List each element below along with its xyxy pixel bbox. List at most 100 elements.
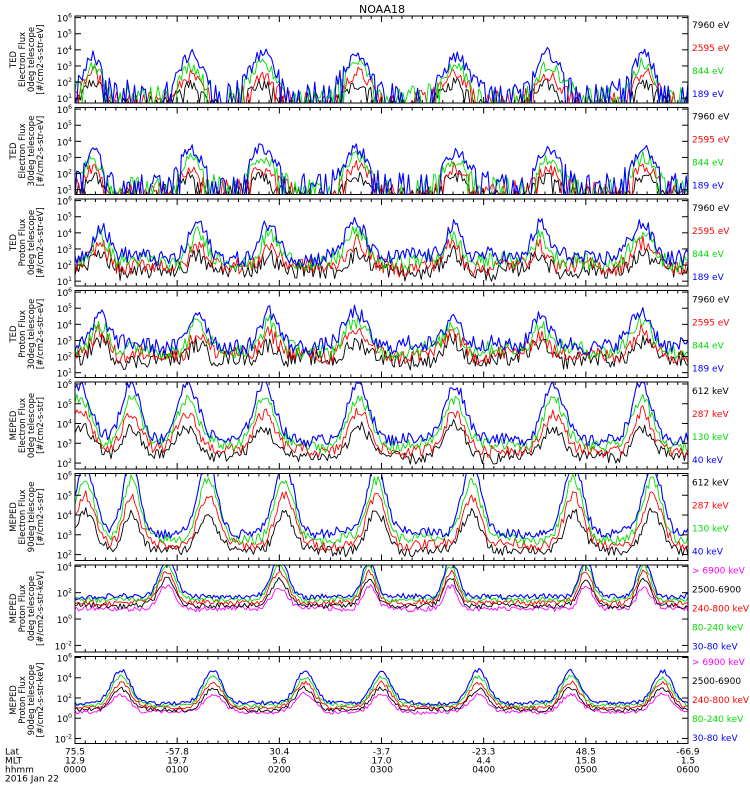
legend-entry: 844 eV <box>692 159 725 169</box>
legend-entry: 240-800 keV <box>692 696 750 706</box>
x-axis-row-label: MLT <box>5 757 23 767</box>
panel-5: 102 103 104 105 106 MEPEDElectron Flux0deg te… <box>9 379 729 470</box>
legend-entry: 2595 eV <box>692 227 730 237</box>
x-tick-label-lat: -66.9 <box>676 748 700 758</box>
legend-entry: 287 keV <box>692 410 729 420</box>
legend-entry: > 6900 keV <box>692 658 746 668</box>
y-tick-label: 104 <box>57 228 72 240</box>
legend-entry: 7960 eV <box>692 21 730 31</box>
legend-entry: 2595 eV <box>692 44 730 54</box>
y-tick-label: 104 <box>57 561 72 573</box>
y-tick-label: 104 <box>57 136 72 148</box>
series-line-3 <box>74 57 689 104</box>
y-tick-label: 10-2 <box>55 733 73 745</box>
y-tick-label: 106 <box>57 470 72 482</box>
y-tick-label: 105 <box>57 212 72 224</box>
panel-frame <box>74 107 689 195</box>
series-line-4 <box>74 381 689 448</box>
legend-entry: > 6900 keV <box>692 567 746 577</box>
legend-entry: 40 keV <box>692 456 724 466</box>
x-tick-label-hhmm: 0400 <box>472 766 495 776</box>
x-axis-row-label: Lat <box>5 748 20 758</box>
y-tick-label: 102 <box>57 169 72 181</box>
legend-entry: 189 eV <box>692 273 725 283</box>
x-tick-label-mlt: 4.4 <box>477 757 492 767</box>
legend-entry: 80-240 keV <box>692 715 744 725</box>
panel-frame <box>74 656 689 744</box>
series-line-2 <box>74 405 689 459</box>
panel-6: 102 103 104 105 106 MEPEDElectron Flux90deg t… <box>9 470 729 561</box>
series-line-4 <box>74 304 689 356</box>
y-tick-label: 102 <box>57 588 72 600</box>
panel-1: 101 102 103 104 105 106 TEDElectron Flux0deg t… <box>9 13 730 106</box>
legend-entry: 30-80 keV <box>692 643 738 653</box>
y-tick-label: 104 <box>57 510 72 522</box>
y-tick-label: 105 <box>57 29 72 41</box>
y-tick-label: 106 <box>57 653 72 665</box>
x-axis-row-label: hhmm <box>5 766 34 776</box>
y-tick-label: 105 <box>57 399 72 411</box>
y-tick-label: 101 <box>57 185 72 197</box>
x-tick-label-mlt: 19.7 <box>167 757 187 767</box>
series-line-1 <box>74 691 689 716</box>
legend-entry: 240-800 keV <box>692 605 750 615</box>
x-tick-label-mlt: 12.9 <box>65 757 85 767</box>
y-tick-label: 103 <box>57 530 72 542</box>
legend-entry: 844 eV <box>692 250 725 260</box>
legend-entry: 844 eV <box>692 67 725 77</box>
series-line-1 <box>74 419 689 465</box>
y-axis-title: MEPEDElectron Flux0deg telescope[#/cm2-s… <box>9 393 46 458</box>
y-tick-label: 101 <box>57 93 72 105</box>
y-tick-label: 103 <box>57 152 72 164</box>
series-line-3 <box>74 680 689 711</box>
y-tick-label: 103 <box>57 61 72 73</box>
y-tick-label: 106 <box>57 379 72 391</box>
x-tick-label-hhmm: 0300 <box>370 766 393 776</box>
panel-2: 101 102 103 104 105 106 TEDElectron Flux30deg … <box>9 104 730 197</box>
legend-entry: 2595 eV <box>692 319 730 329</box>
x-tick-label-hhmm: 0600 <box>677 766 700 776</box>
x-tick-label-hhmm: 0000 <box>64 766 87 776</box>
y-axis-title: TEDProton Flux30deg telescope[#/cm2-s-st… <box>9 299 46 370</box>
panel-frame <box>74 473 689 561</box>
x-axis-row-label: 2016 Jan 22 <box>5 775 59 785</box>
x-tick-label-lat: -57.8 <box>166 748 190 758</box>
y-axis-title: MEPEDProton Flux90deg telescope[#/cm2-s-… <box>9 663 46 738</box>
y-tick-label: 105 <box>57 303 72 315</box>
y-tick-label: 10-2 <box>55 640 73 652</box>
y-tick-label: 103 <box>57 438 72 450</box>
legend-entry: 612 keV <box>692 387 729 397</box>
x-tick-label-hhmm: 0100 <box>166 766 189 776</box>
panel-frame <box>74 290 689 378</box>
y-tick-label: 104 <box>57 673 72 685</box>
y-tick-label: 102 <box>57 550 72 562</box>
legend-entry: 7960 eV <box>692 113 730 123</box>
y-tick-label: 106 <box>57 287 72 299</box>
y-tick-label: 101 <box>57 276 72 288</box>
y-tick-label: 102 <box>57 77 72 89</box>
series-line-4 <box>74 674 689 709</box>
y-tick-label: 106 <box>57 13 72 25</box>
series-line-5 <box>74 667 689 706</box>
y-tick-label: 106 <box>57 104 72 116</box>
y-tick-label: 101 <box>57 368 72 380</box>
series-line-1 <box>74 333 689 371</box>
legend-entry: 189 eV <box>692 90 725 100</box>
y-tick-label: 102 <box>57 260 72 272</box>
y-axis-title: TEDElectron Flux0deg telescope[#/cm2-s-s… <box>9 24 46 94</box>
x-tick-label-lat: 30.4 <box>269 748 289 758</box>
series-line-2 <box>74 490 689 552</box>
series-line-4 <box>74 472 689 540</box>
legend-entry: 2500-6900 <box>692 677 741 687</box>
y-tick-label: 104 <box>57 45 72 57</box>
panel-7: 10-2 100 102 104 MEPEDProton Flux0deg telesc… <box>9 561 750 653</box>
y-axis-title: TEDElectron Flux30deg telescope[#/cm2-s-… <box>9 116 46 187</box>
panel-4: 101 102 103 104 105 106 TEDProton Flux30deg te… <box>9 287 730 380</box>
legend-entry: 844 eV <box>692 342 725 352</box>
y-tick-label: 105 <box>57 120 72 132</box>
legend-entry: 287 keV <box>692 502 729 512</box>
series-line-3 <box>74 225 689 273</box>
series-line-3 <box>74 569 689 607</box>
